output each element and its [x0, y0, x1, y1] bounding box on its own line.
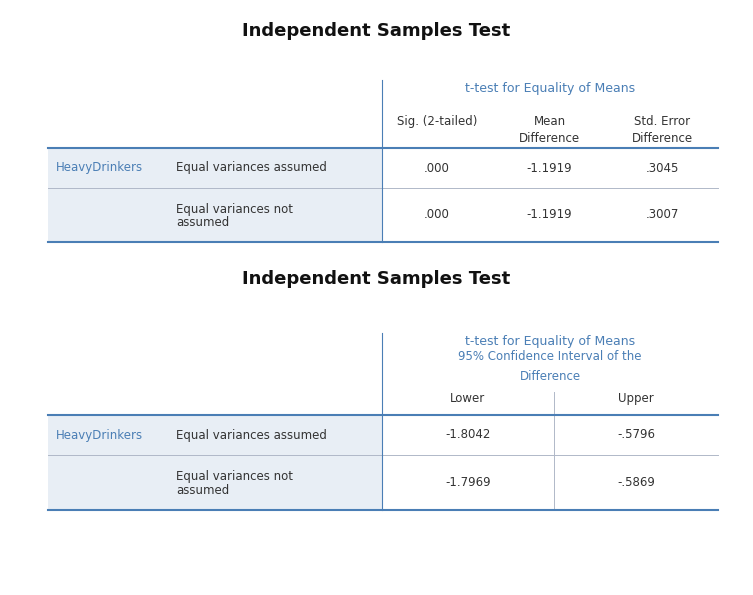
- Text: -1.1919: -1.1919: [526, 208, 572, 221]
- Text: Equal variances not: Equal variances not: [176, 470, 293, 483]
- Text: -1.8042: -1.8042: [445, 428, 491, 441]
- Text: Difference: Difference: [520, 370, 581, 383]
- Text: Equal variances assumed: Equal variances assumed: [176, 428, 327, 441]
- Text: assumed: assumed: [176, 217, 229, 230]
- Text: -1.1919: -1.1919: [526, 161, 572, 174]
- Bar: [48, 188, 382, 242]
- Bar: [48, 148, 382, 188]
- Text: -.5796: -.5796: [617, 428, 655, 441]
- Text: .3007: .3007: [646, 208, 679, 221]
- Text: Sig. (2-tailed): Sig. (2-tailed): [397, 115, 477, 128]
- Text: .000: .000: [424, 161, 450, 174]
- Text: Equal variances assumed: Equal variances assumed: [176, 161, 327, 174]
- Bar: [48, 455, 382, 510]
- Text: .000: .000: [424, 208, 450, 221]
- Text: Std. Error
Difference: Std. Error Difference: [632, 115, 693, 145]
- Text: assumed: assumed: [176, 484, 229, 497]
- Text: Lower: Lower: [450, 392, 486, 405]
- Text: .3045: .3045: [646, 161, 679, 174]
- Text: Independent Samples Test: Independent Samples Test: [242, 270, 510, 288]
- Text: Independent Samples Test: Independent Samples Test: [242, 22, 510, 40]
- Text: t-test for Equality of Means: t-test for Equality of Means: [465, 82, 635, 95]
- Text: Upper: Upper: [618, 392, 654, 405]
- Text: HeavyDrinkers: HeavyDrinkers: [56, 161, 143, 174]
- Bar: [48, 415, 382, 455]
- Text: -.5869: -.5869: [617, 476, 655, 489]
- Text: 95% Confidence Interval of the: 95% Confidence Interval of the: [459, 350, 642, 363]
- Text: -1.7969: -1.7969: [445, 476, 491, 489]
- Text: HeavyDrinkers: HeavyDrinkers: [56, 428, 143, 441]
- Text: Mean
Difference: Mean Difference: [519, 115, 580, 145]
- Text: t-test for Equality of Means: t-test for Equality of Means: [465, 335, 635, 348]
- Text: Equal variances not: Equal variances not: [176, 202, 293, 215]
